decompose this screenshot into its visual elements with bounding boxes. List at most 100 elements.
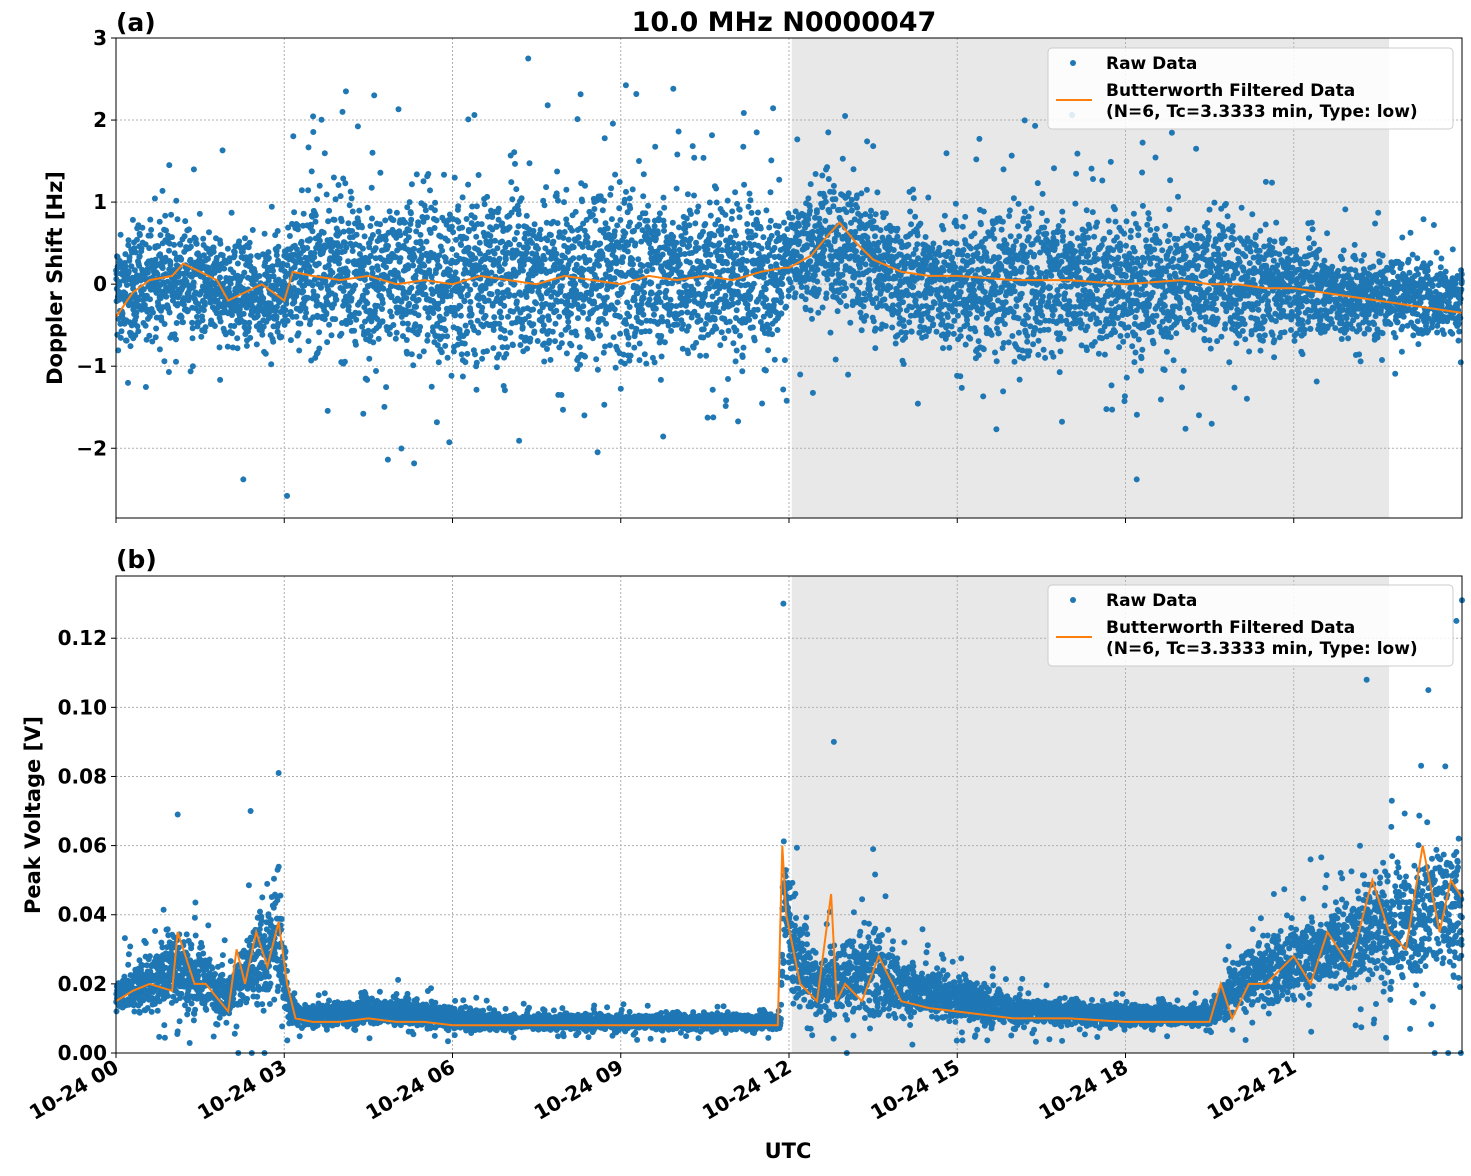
raw-data-point	[702, 221, 708, 227]
raw-data-point	[670, 86, 676, 92]
raw-data-point	[952, 264, 958, 270]
raw-data-point	[479, 221, 485, 227]
raw-data-point	[628, 353, 634, 359]
raw-data-point	[1060, 218, 1066, 224]
raw-data-point	[347, 202, 353, 208]
raw-data-point	[828, 247, 834, 253]
raw-data-point	[375, 267, 381, 273]
raw-data-point	[981, 209, 987, 215]
raw-data-point	[148, 233, 154, 239]
raw-data-point	[1059, 419, 1065, 425]
raw-data-point	[650, 266, 656, 272]
raw-data-point	[796, 239, 802, 245]
raw-data-point	[651, 312, 657, 318]
raw-data-point	[1000, 219, 1006, 225]
raw-data-point	[1016, 330, 1022, 336]
raw-data-point	[477, 240, 483, 246]
raw-data-point	[565, 319, 571, 325]
raw-data-point	[626, 335, 632, 341]
raw-data-point	[333, 196, 339, 202]
raw-data-point	[587, 257, 593, 263]
raw-data-point	[182, 233, 188, 239]
raw-data-point	[479, 305, 485, 311]
raw-data-point	[285, 318, 291, 324]
raw-data-point	[747, 191, 753, 197]
raw-data-point	[595, 327, 601, 333]
raw-data-point	[832, 196, 838, 202]
raw-data-point	[244, 343, 250, 349]
raw-data-point	[582, 228, 588, 234]
raw-data-point	[1029, 270, 1035, 276]
raw-data-point	[938, 312, 944, 318]
raw-data-point	[709, 132, 715, 138]
raw-data-point	[417, 353, 423, 359]
raw-data-point	[690, 143, 696, 149]
raw-data-point	[306, 338, 312, 344]
raw-data-point	[833, 357, 839, 363]
raw-data-point	[416, 297, 422, 303]
raw-data-point	[1052, 307, 1058, 313]
raw-data-point	[975, 250, 981, 256]
raw-data-point	[326, 262, 332, 268]
raw-data-point	[579, 198, 585, 204]
raw-data-point	[710, 414, 716, 420]
raw-data-point	[609, 216, 615, 222]
raw-data-point	[867, 213, 873, 219]
raw-data-point	[390, 322, 396, 328]
raw-data-point	[462, 341, 468, 347]
raw-data-point	[491, 314, 497, 320]
raw-data-point	[644, 268, 650, 274]
raw-data-point	[1035, 352, 1041, 358]
raw-data-point	[366, 356, 372, 362]
raw-data-point	[617, 331, 623, 337]
raw-data-point	[871, 218, 877, 224]
raw-data-point	[303, 310, 309, 316]
raw-data-point	[972, 230, 978, 236]
raw-data-point	[444, 333, 450, 339]
raw-data-point	[300, 288, 306, 294]
raw-data-point	[866, 276, 872, 282]
raw-data-point	[351, 328, 357, 334]
raw-data-point	[645, 218, 651, 224]
raw-data-point	[761, 275, 767, 281]
raw-data-point	[607, 192, 613, 198]
raw-data-point	[692, 220, 698, 226]
raw-data-point	[411, 460, 417, 466]
raw-data-point	[412, 254, 418, 260]
raw-data-point	[123, 264, 129, 270]
raw-data-point	[735, 418, 741, 424]
raw-data-point	[443, 288, 449, 294]
raw-data-point	[153, 334, 159, 340]
raw-data-point	[498, 314, 504, 320]
raw-data-point	[808, 181, 814, 187]
raw-data-point	[769, 233, 775, 239]
raw-data-point	[951, 318, 957, 324]
raw-data-point	[808, 307, 814, 313]
raw-data-point	[1016, 201, 1022, 207]
raw-data-point	[724, 226, 730, 232]
raw-data-point	[464, 351, 470, 357]
raw-data-point	[797, 372, 803, 378]
raw-data-point	[382, 217, 388, 223]
raw-data-point	[383, 384, 389, 390]
raw-data-point	[897, 307, 903, 313]
raw-data-point	[858, 310, 864, 316]
raw-data-point	[972, 328, 978, 334]
raw-data-point	[1026, 234, 1032, 240]
raw-data-point	[602, 135, 608, 141]
raw-data-point	[496, 351, 502, 357]
raw-data-point	[593, 356, 599, 362]
raw-data-point	[291, 209, 297, 215]
raw-data-point	[483, 313, 489, 319]
raw-data-point	[364, 300, 370, 306]
raw-data-point	[760, 234, 766, 240]
raw-data-point	[721, 335, 727, 341]
raw-data-point	[527, 336, 533, 342]
raw-data-point	[581, 412, 587, 418]
raw-data-point	[571, 244, 577, 250]
raw-data-point	[1045, 299, 1051, 305]
raw-data-point	[728, 235, 734, 241]
raw-data-point	[169, 234, 175, 240]
raw-data-point	[1035, 180, 1041, 186]
raw-data-point	[462, 359, 468, 365]
